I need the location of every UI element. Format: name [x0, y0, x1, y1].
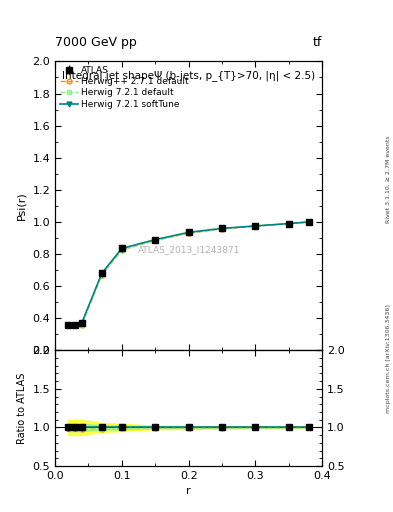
Herwig++ 2.7.1 default — [220, 226, 224, 232]
Herwig 7.2.1 softTune — [99, 270, 104, 276]
Herwig++ 2.7.1 default — [253, 223, 258, 229]
Herwig++ 2.7.1 default — [73, 323, 77, 329]
Herwig++ 2.7.1 default — [307, 219, 311, 225]
Herwig 7.2.1 softTune — [66, 322, 71, 328]
Herwig 7.2.1 softTune — [73, 322, 77, 328]
Herwig 7.2.1 softTune — [253, 223, 258, 229]
Line: Herwig 7.2.1 softTune: Herwig 7.2.1 softTune — [66, 220, 311, 327]
Herwig 7.2.1 default — [119, 247, 124, 253]
Herwig 7.2.1 softTune — [186, 229, 191, 236]
Herwig 7.2.1 default — [79, 322, 84, 328]
Herwig 7.2.1 default — [153, 238, 158, 244]
Legend: ATLAS, Herwig++ 2.7.1 default, Herwig 7.2.1 default, Herwig 7.2.1 softTune: ATLAS, Herwig++ 2.7.1 default, Herwig 7.… — [58, 64, 191, 111]
Herwig 7.2.1 softTune — [79, 320, 84, 326]
Herwig 7.2.1 softTune — [307, 219, 311, 225]
Herwig 7.2.1 default — [186, 230, 191, 236]
Text: Integral jet shapeΨ (b-jets, p_{T}>70, |η| < 2.5): Integral jet shapeΨ (b-jets, p_{T}>70, |… — [62, 70, 315, 81]
Herwig 7.2.1 default — [73, 323, 77, 329]
Y-axis label: Psi(r): Psi(r) — [17, 191, 27, 220]
Y-axis label: Ratio to ATLAS: Ratio to ATLAS — [17, 372, 27, 444]
Line: Herwig++ 2.7.1 default: Herwig++ 2.7.1 default — [66, 220, 311, 328]
Herwig++ 2.7.1 default — [286, 221, 291, 227]
Herwig 7.2.1 default — [286, 221, 291, 227]
Text: 7000 GeV pp: 7000 GeV pp — [55, 36, 137, 49]
Herwig++ 2.7.1 default — [99, 272, 104, 278]
Herwig++ 2.7.1 default — [153, 238, 158, 244]
X-axis label: r: r — [186, 486, 191, 496]
Herwig++ 2.7.1 default — [186, 230, 191, 236]
Herwig 7.2.1 default — [253, 223, 258, 229]
Herwig++ 2.7.1 default — [79, 322, 84, 328]
Herwig 7.2.1 softTune — [220, 225, 224, 231]
Herwig 7.2.1 default — [99, 272, 104, 278]
Herwig++ 2.7.1 default — [119, 247, 124, 253]
Text: tf: tf — [313, 36, 322, 49]
Herwig 7.2.1 softTune — [286, 221, 291, 227]
Herwig 7.2.1 softTune — [153, 237, 158, 243]
Herwig 7.2.1 default — [220, 226, 224, 232]
Line: Herwig 7.2.1 default: Herwig 7.2.1 default — [66, 220, 311, 328]
Herwig 7.2.1 softTune — [119, 245, 124, 251]
Herwig 7.2.1 default — [307, 219, 311, 225]
Herwig++ 2.7.1 default — [66, 323, 71, 329]
Text: ATLAS_2013_I1243871: ATLAS_2013_I1243871 — [138, 245, 240, 254]
Text: Rivet 3.1.10, ≥ 2.7M events: Rivet 3.1.10, ≥ 2.7M events — [386, 135, 391, 223]
Herwig 7.2.1 default — [66, 323, 71, 329]
Text: mcplots.cern.ch [arXiv:1306.3436]: mcplots.cern.ch [arXiv:1306.3436] — [386, 304, 391, 413]
